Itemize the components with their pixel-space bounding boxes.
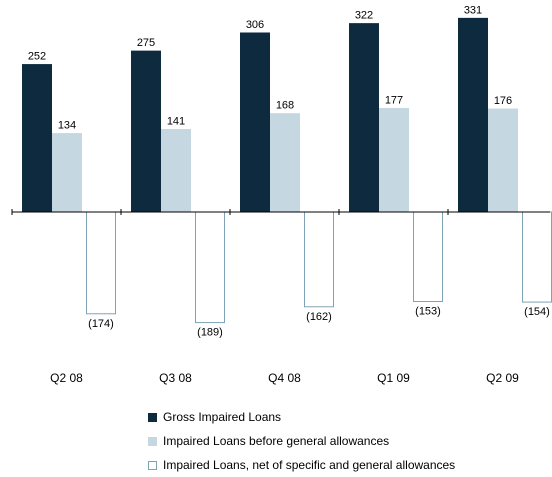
legend-item-1: Gross Impaired Loans	[148, 405, 455, 429]
legend-label: Impaired Loans, net of specific and gene…	[163, 458, 456, 472]
legend-item-3: Impaired Loans, net of specific and gene…	[148, 453, 455, 477]
data-label-s2-q1-09: 177	[385, 94, 403, 106]
bar-s1-q3-08	[131, 50, 161, 213]
bar-s1-q4-08	[240, 32, 270, 213]
legend-label: Impaired Loans before general allowances	[163, 434, 390, 448]
legend-swatch	[148, 436, 157, 446]
data-label-s3-q4-08: (162)	[306, 311, 332, 323]
legend-label: Gross Impaired Loans	[163, 410, 282, 424]
bar-s3-q1-09	[413, 211, 443, 303]
category-label-q4-08: Q4 08	[268, 371, 301, 385]
data-label-s1-q4-08: 306	[246, 19, 264, 31]
category-label-q3-08: Q3 08	[159, 371, 192, 385]
bar-s1-q2-08	[22, 64, 52, 213]
bar-s3-q3-08	[195, 211, 225, 324]
bar-s2-q1-09	[379, 107, 409, 213]
impaired-loans-bar-chart: 252 275 306 322 331 134 141 168 177 176 (174) (189)…	[11, 4, 552, 385]
legend-swatch	[148, 460, 157, 470]
bar-s3-q4-08	[304, 211, 334, 308]
data-label-s1-q2-08: 252	[28, 51, 46, 63]
data-label-s2-q3-08: 141	[167, 116, 185, 128]
category-label-q2-08: Q2 08	[50, 371, 83, 385]
category-label-q2-09: Q2 09	[486, 371, 519, 385]
bar-s1-q1-09	[349, 23, 379, 213]
chart-legend: Gross Impaired Loans Impaired Loans befor…	[148, 405, 455, 477]
data-label-s3-q2-08: (174)	[88, 318, 114, 330]
data-label-s3-q2-09: (154)	[524, 306, 550, 318]
bar-s2-q2-09	[488, 108, 518, 213]
category-label-q1-09: Q1 09	[377, 371, 410, 385]
bar-s2-q4-08	[270, 113, 300, 213]
legend-item-2: Impaired Loans before general allowances	[148, 429, 455, 453]
bar-s3-q2-09	[522, 211, 552, 303]
data-label-s3-q1-09: (153)	[415, 306, 441, 318]
bar-s1-q2-09	[458, 17, 488, 213]
data-label-s2-q2-09: 176	[494, 95, 512, 107]
data-label-s1-q1-09: 322	[355, 10, 373, 22]
bar-s2-q2-08	[52, 133, 82, 213]
data-label-s2-q2-08: 134	[58, 120, 76, 132]
legend-swatch	[148, 412, 157, 422]
data-label-s2-q4-08: 168	[276, 100, 294, 112]
bar-s3-q2-08	[86, 211, 116, 315]
data-label-s3-q3-08: (189)	[197, 327, 223, 339]
data-label-s1-q3-08: 275	[137, 37, 155, 49]
bar-s2-q3-08	[161, 129, 191, 213]
data-label-s1-q2-09: 331	[464, 4, 482, 16]
